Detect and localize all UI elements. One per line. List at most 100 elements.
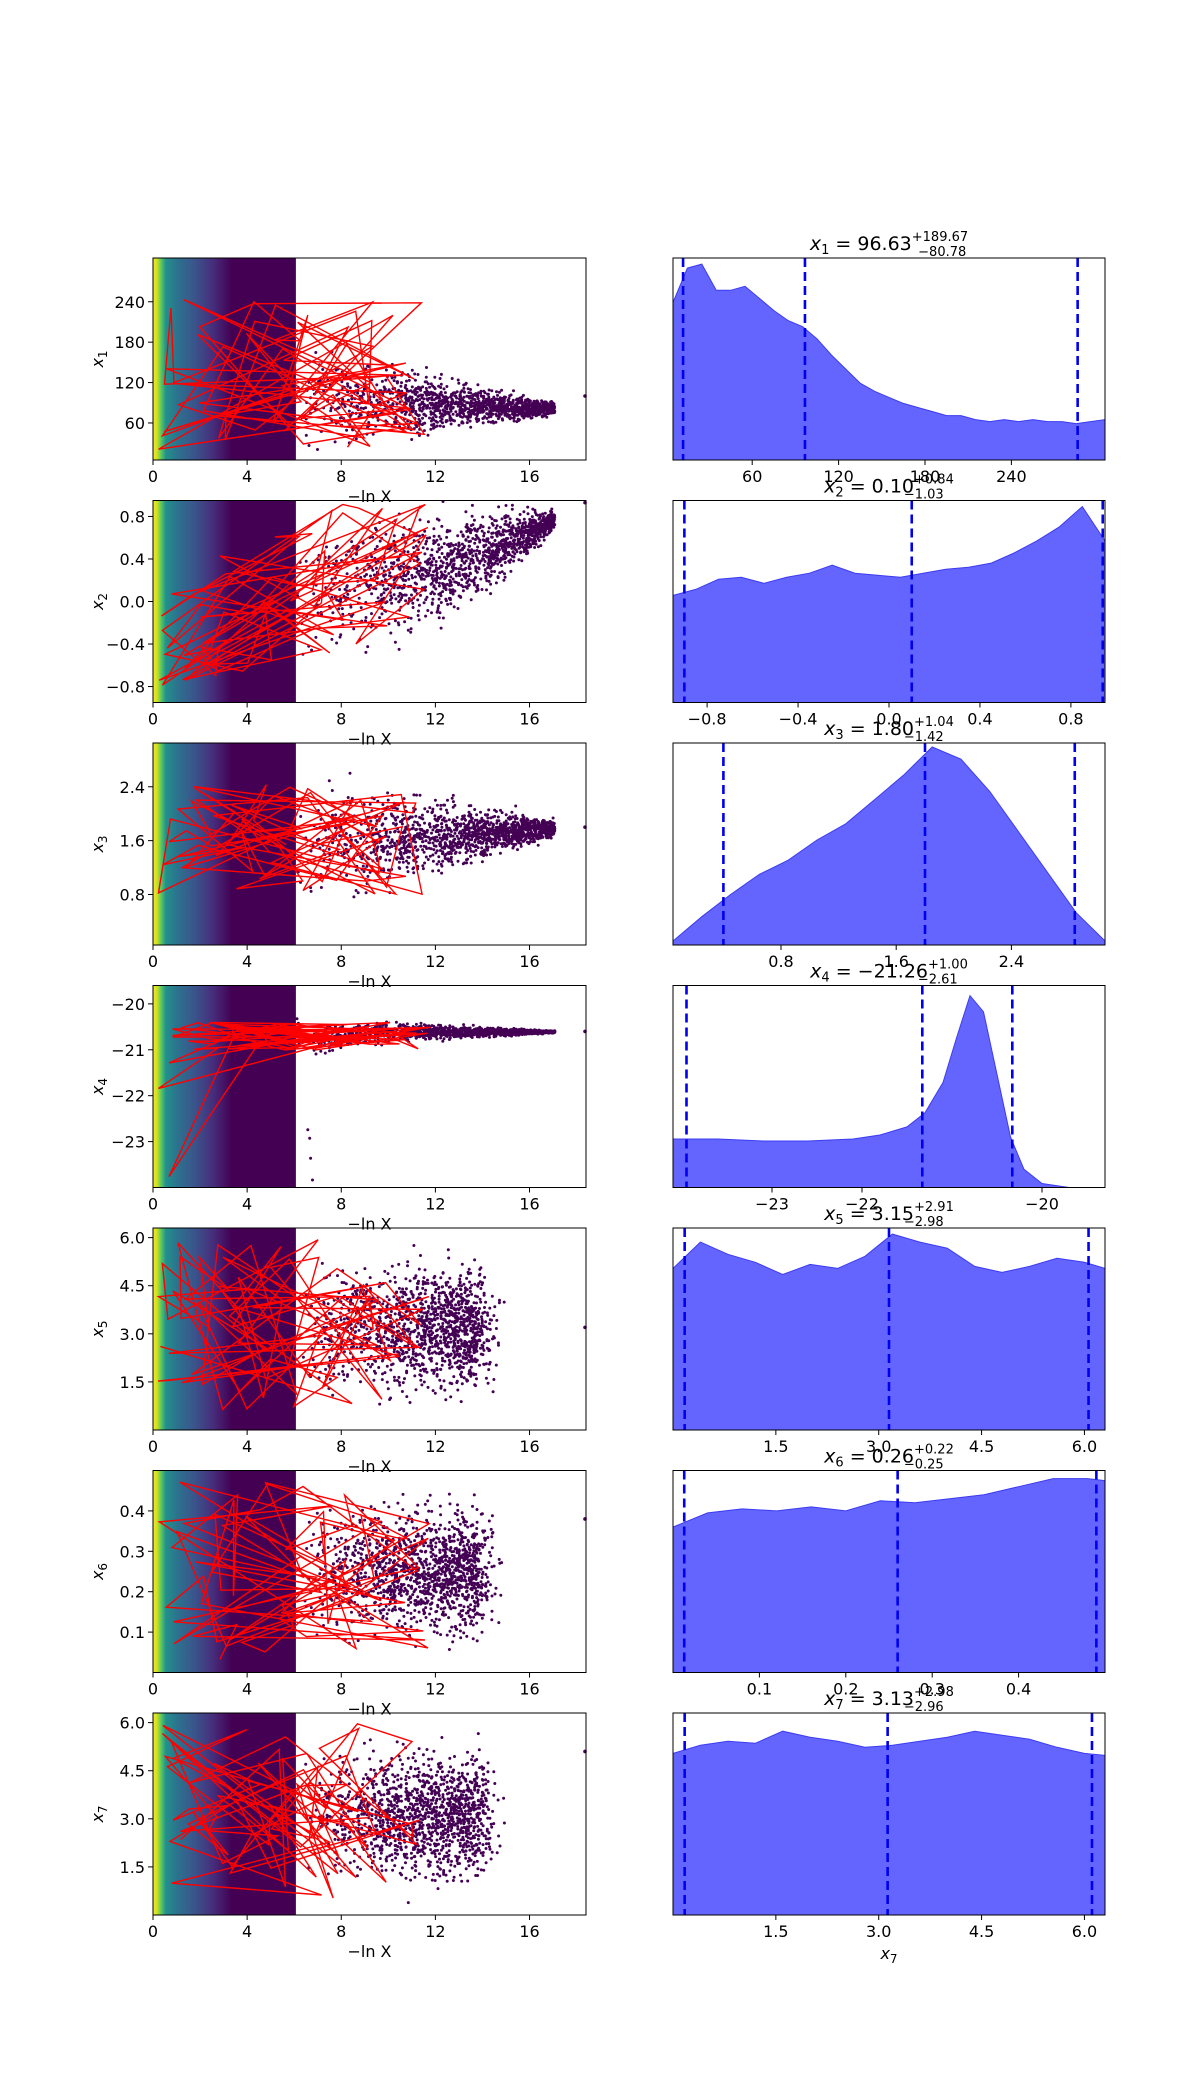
scatter-point	[465, 523, 469, 526]
scatter-point	[405, 859, 408, 863]
scatter-point	[410, 385, 414, 389]
scatter-point	[468, 419, 472, 423]
scatter-point	[538, 836, 542, 840]
scatter-point	[531, 820, 535, 824]
scatter-point	[343, 587, 347, 591]
scatter-point	[523, 548, 526, 552]
y-tick-label: 0.8	[120, 886, 145, 905]
scatter-point	[426, 433, 430, 437]
scatter-point	[435, 849, 439, 853]
scatter-point	[473, 808, 477, 811]
scatter-point	[490, 570, 494, 573]
scatter-point	[512, 833, 516, 837]
scatter-point	[366, 828, 370, 832]
scatter-point	[503, 550, 507, 554]
scatter-point	[444, 395, 448, 399]
scatter-point	[380, 845, 383, 848]
scatter-point	[371, 568, 375, 572]
scatter-point	[407, 842, 411, 846]
scatter-point	[456, 859, 460, 863]
scatter-point	[431, 836, 435, 840]
scatter-point	[411, 823, 415, 827]
scatter-point	[367, 421, 371, 424]
scatter-point	[464, 845, 468, 848]
scatter-point	[516, 540, 520, 544]
scatter-point	[409, 401, 413, 405]
scatter-point	[542, 532, 546, 536]
scatter-point	[510, 542, 514, 546]
scatter-point	[453, 580, 457, 584]
scatter-point	[531, 836, 535, 840]
scatter-point	[526, 823, 530, 827]
scatter-point	[521, 393, 525, 397]
scatter-point	[426, 520, 430, 524]
scatter-point	[522, 834, 526, 837]
scatter-point	[451, 592, 455, 596]
scatter-point	[481, 554, 485, 558]
posterior-panel-x2: −0.8 −0.4 0.0 0.4 0.8x2 = 0.10+0.84 −1.03	[672, 473, 1106, 729]
scatter-point	[369, 583, 373, 587]
scatter-point	[415, 413, 419, 417]
scatter-point	[496, 405, 500, 409]
scatter-point	[424, 574, 428, 578]
scatter-point	[474, 392, 478, 396]
x-tick-label: 180	[910, 467, 941, 486]
scatter-point	[414, 845, 418, 849]
scatter-point	[431, 579, 435, 583]
scatter-point	[499, 542, 503, 546]
scatter-point	[364, 650, 368, 654]
scatter-point	[445, 535, 449, 539]
scatter-point	[439, 537, 443, 541]
scatter-point	[432, 584, 436, 588]
scatter-point	[486, 839, 489, 842]
scatter-point	[531, 542, 535, 546]
scatter-point	[341, 397, 345, 401]
scatter-point	[330, 789, 334, 792]
scatter-point	[515, 532, 519, 535]
scatter-point	[331, 813, 334, 817]
scatter-point	[504, 822, 508, 826]
y-tick-label: 120	[114, 374, 145, 393]
scatter-point	[424, 614, 428, 618]
scatter-point	[485, 554, 488, 558]
scatter-point	[523, 401, 527, 405]
scatter-point	[382, 591, 386, 595]
scatter-point	[429, 419, 433, 423]
scatter-point	[404, 599, 408, 603]
scatter-point	[443, 828, 446, 832]
scatter-point	[545, 829, 549, 833]
scatter-point	[539, 522, 543, 526]
scatter-point	[389, 812, 393, 816]
scatter-point	[437, 384, 441, 388]
posterior-frame	[672, 257, 1106, 461]
scatter-point	[456, 607, 460, 610]
scatter-point	[438, 849, 442, 852]
scatter-point	[497, 505, 501, 509]
scatter-point	[503, 413, 507, 417]
title-value: = 1.80	[844, 718, 914, 740]
scatter-point	[490, 549, 494, 553]
scatter-point	[544, 825, 547, 829]
scatter-point	[411, 408, 415, 412]
scatter-point	[511, 412, 514, 416]
scatter-point	[506, 537, 510, 540]
scatter-point	[346, 384, 350, 388]
scatter-point	[433, 798, 437, 802]
scatter-point	[491, 399, 495, 403]
scatter-point	[402, 562, 406, 566]
scatter-point	[424, 585, 428, 589]
x-tick-label: −0.8	[688, 710, 727, 729]
scatter-point	[390, 838, 394, 842]
scatter-point	[539, 406, 543, 410]
scatter-point	[371, 535, 375, 539]
scatter-point	[431, 859, 435, 863]
scatter-point	[433, 375, 437, 379]
scatter-point	[418, 398, 422, 402]
scatter-point	[550, 507, 554, 511]
scatter-point	[354, 868, 358, 872]
scatter-point	[487, 823, 491, 827]
x-axis-label: −ln X	[347, 487, 391, 506]
x-axis-label-text: −ln X	[347, 487, 391, 506]
scatter-point	[337, 599, 341, 603]
